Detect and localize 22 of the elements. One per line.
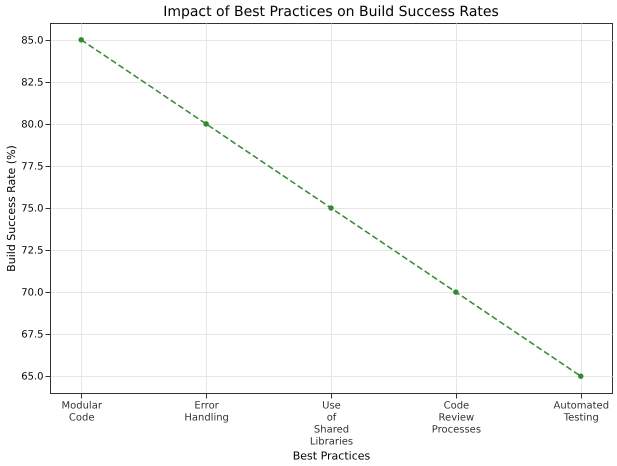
point — [578, 373, 584, 379]
y-tick-label: 82.5 — [21, 77, 44, 88]
point — [203, 121, 209, 127]
y-tick-label: 77.5 — [21, 161, 44, 172]
x-tick-label: Use of Shared Libraries — [310, 400, 354, 448]
x-tick-label: Code Review Processes — [432, 400, 482, 436]
point — [453, 289, 459, 295]
y-tick-label: 65.0 — [21, 372, 44, 383]
y-tick-label: 72.5 — [21, 246, 44, 257]
x-tick-label: Modular Code — [61, 400, 103, 424]
y-tick-label: 70.0 — [21, 288, 44, 299]
x-tick-label: Error Handling — [184, 400, 229, 424]
y-tick-label: 80.0 — [21, 119, 44, 130]
y-tick-label: 85.0 — [21, 35, 44, 46]
chart-title: Impact of Best Practices on Build Success Rates — [163, 4, 499, 20]
point — [328, 205, 334, 211]
point — [78, 37, 84, 43]
y-axis-title: Build Success Rate (%) — [5, 145, 18, 272]
x-tick-label: Automated Testing — [554, 400, 610, 424]
y-tick-label: 75.0 — [21, 204, 44, 214]
x-axis-title: Best Practices — [292, 450, 371, 462]
y-tick-label: 67.5 — [21, 330, 44, 341]
